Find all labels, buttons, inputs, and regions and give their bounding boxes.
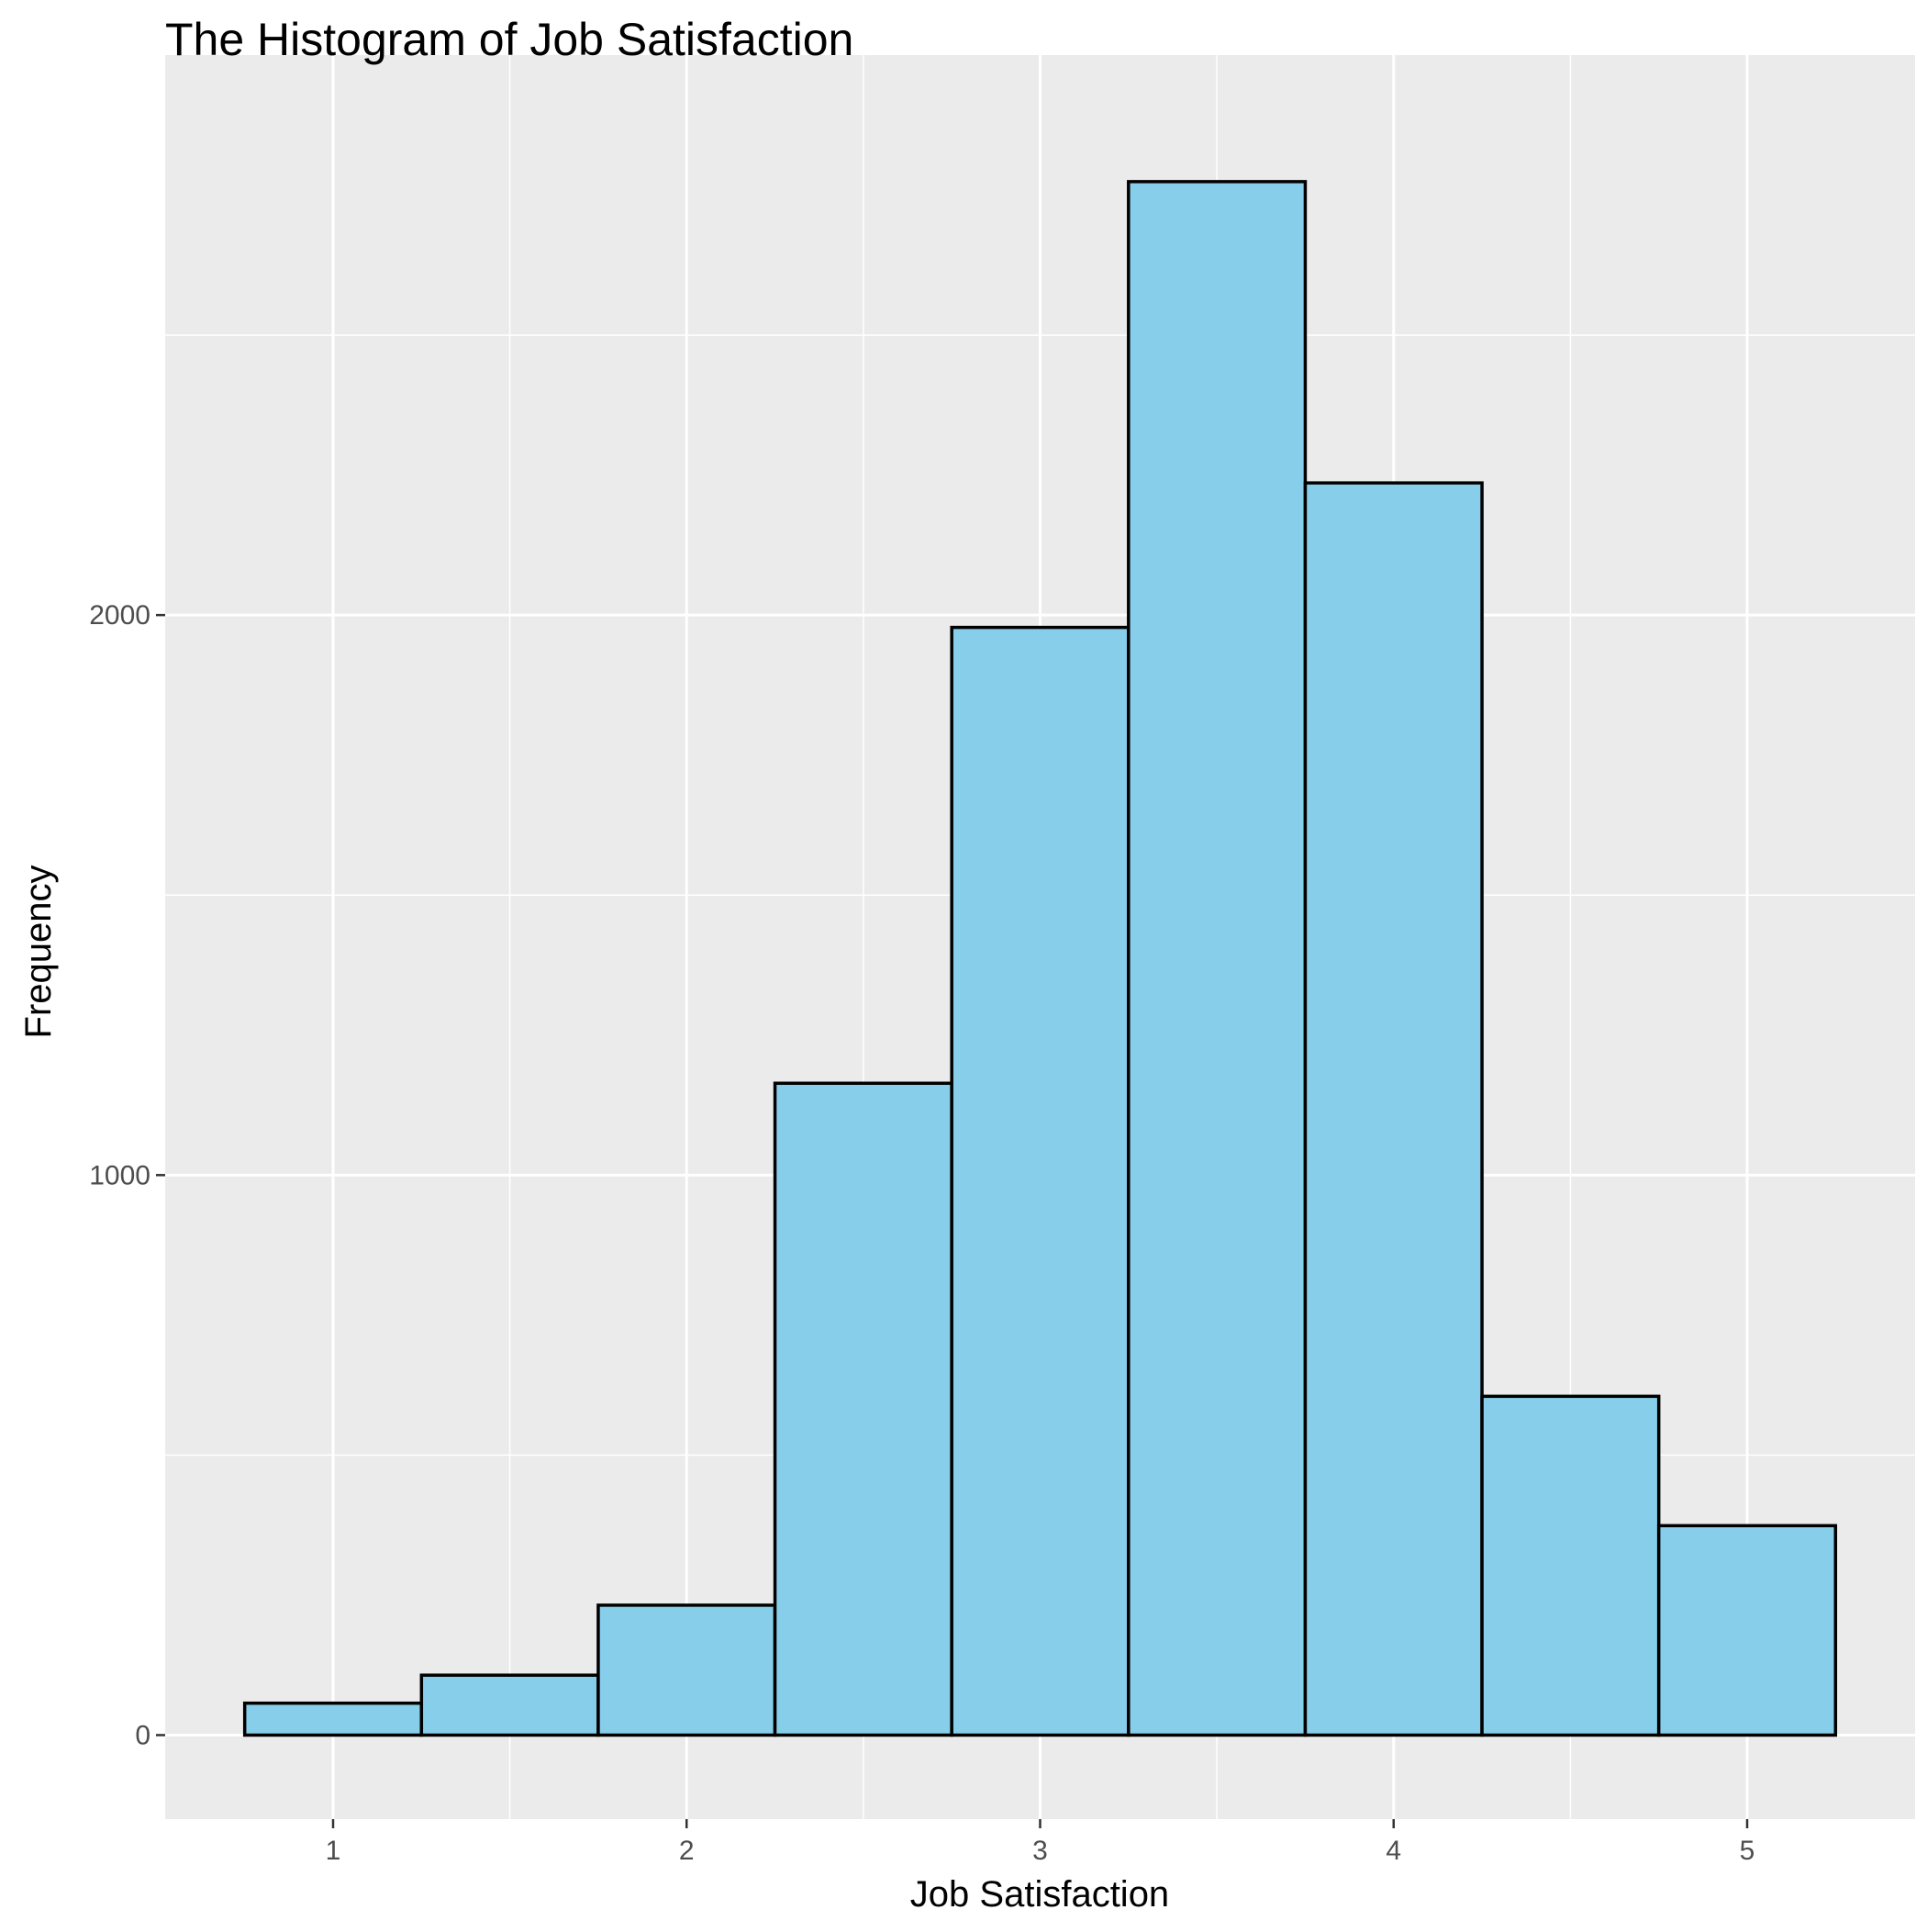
x-tick-label: 3 [1032, 1836, 1048, 1866]
histogram-bar [1480, 1394, 1661, 1737]
histogram-bar [950, 625, 1131, 1737]
bars [242, 180, 1838, 1737]
histogram-bar [419, 1673, 600, 1737]
histogram-bar [1127, 180, 1308, 1737]
x-tick-label: 5 [1740, 1836, 1755, 1866]
y-tick-label: 0 [135, 1720, 150, 1750]
x-tick-label: 4 [1386, 1836, 1401, 1866]
y-axis-title: Frequency [18, 865, 59, 1039]
y-axis: 0 1000 2000 [89, 600, 165, 1750]
histogram-bar [596, 1603, 777, 1737]
histogram-bar [1656, 1524, 1838, 1737]
chart-title: The Histogram of Job Satisfaction [165, 14, 853, 65]
x-axis: 1 2 3 4 5 [326, 1819, 1755, 1866]
histogram-bar [242, 1701, 424, 1737]
x-tick-label: 1 [326, 1836, 341, 1866]
histogram-bar [773, 1081, 953, 1737]
y-tick-label: 1000 [89, 1160, 150, 1190]
x-axis-title: Job Satisfaction [910, 1874, 1169, 1915]
histogram-bar [1303, 481, 1484, 1737]
x-tick-label: 2 [679, 1836, 695, 1866]
y-tick-label: 2000 [89, 600, 150, 631]
